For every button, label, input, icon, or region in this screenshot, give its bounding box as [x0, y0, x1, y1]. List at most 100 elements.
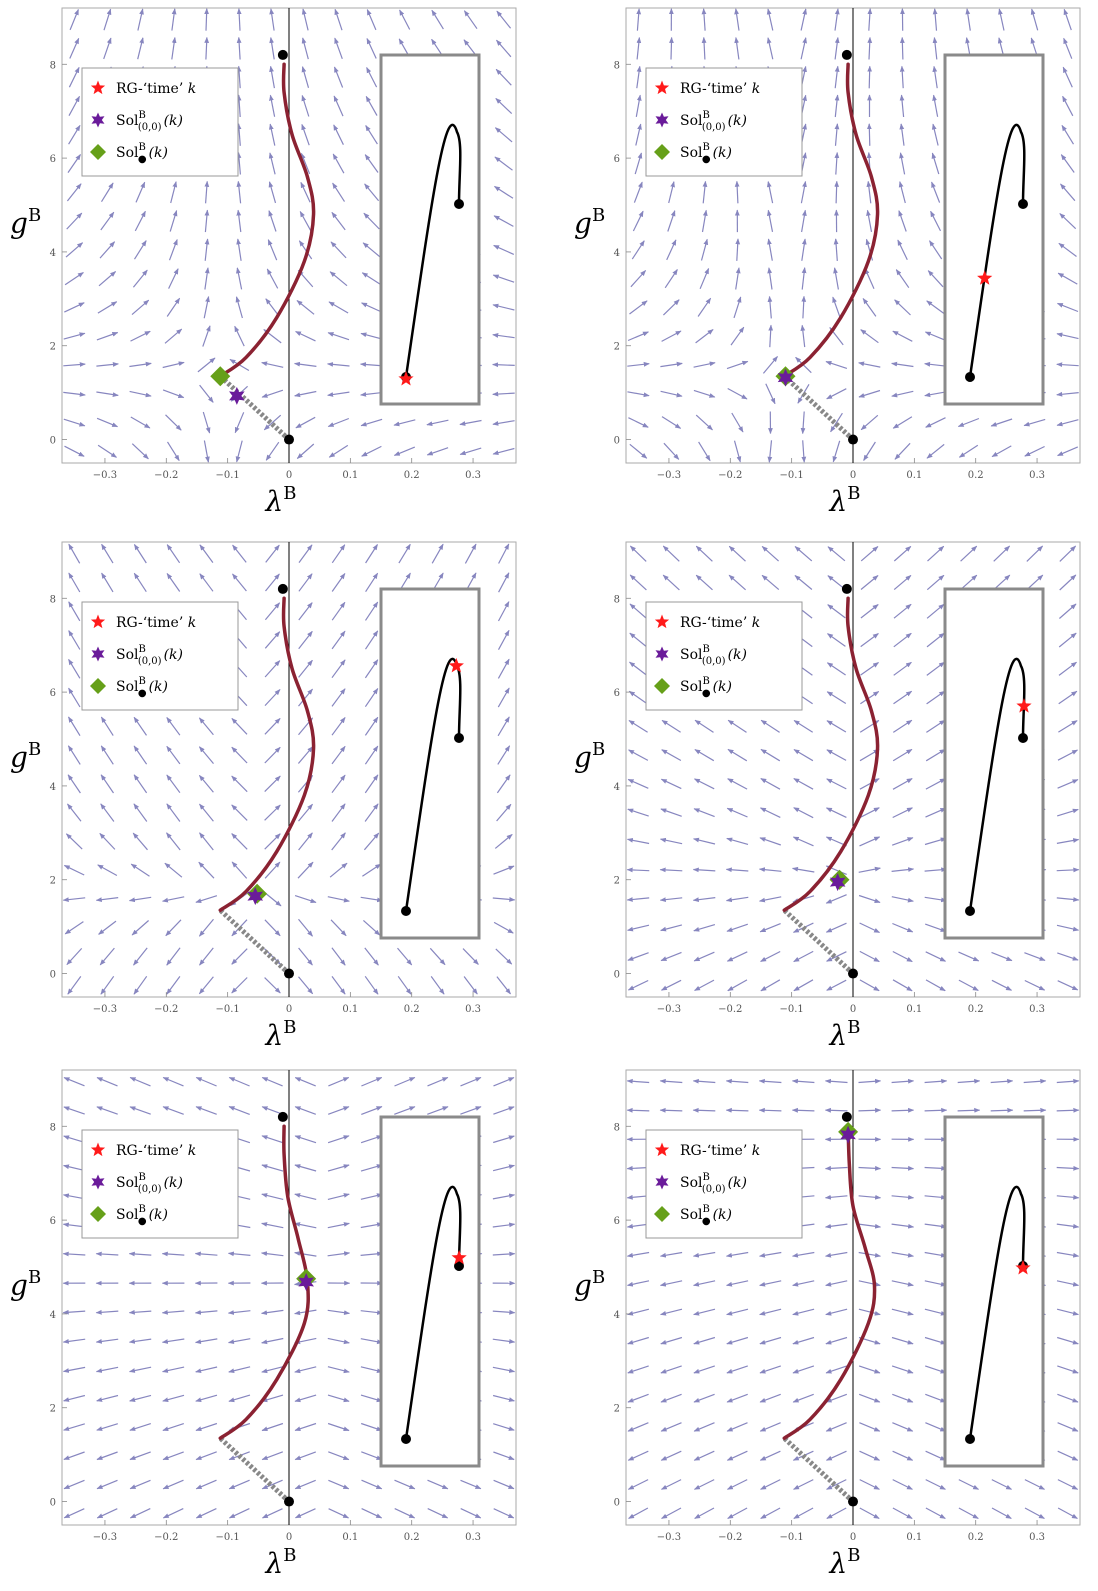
stream-arrow — [361, 1106, 383, 1115]
stream-arrow — [327, 1337, 350, 1345]
stream-arrow — [858, 1393, 881, 1403]
x-tick-label: 0.1 — [906, 1532, 922, 1543]
stream-arrow — [331, 211, 346, 231]
stream-arrow — [360, 1222, 383, 1229]
stream-arrow — [760, 1507, 781, 1520]
stream-arrow — [199, 384, 214, 403]
stream-arrow — [97, 864, 118, 877]
legend-label-1: RG-‘time’ k — [680, 81, 760, 97]
y-tick-label: 4 — [614, 1310, 620, 1321]
x-tick-label: −0.2 — [154, 1532, 178, 1543]
stream-arrow — [792, 1280, 815, 1287]
stream-arrow — [759, 1280, 782, 1287]
stream-arrow — [627, 1422, 649, 1432]
stream-arrow — [800, 180, 807, 204]
stream-arrow — [931, 152, 940, 175]
x-tick-label: −0.3 — [93, 470, 117, 481]
stream-arrow — [96, 417, 119, 428]
stream-arrow — [660, 1422, 682, 1432]
stream-arrow — [261, 1337, 284, 1345]
stream-arrow — [960, 545, 978, 562]
stream-arrow — [628, 749, 649, 761]
fixed-point — [841, 49, 852, 60]
x-tick-label: 0 — [850, 1004, 856, 1015]
stream-arrow — [495, 948, 513, 965]
stream-arrow — [825, 1223, 848, 1229]
stream-arrow — [891, 1308, 914, 1316]
stream-arrow — [660, 1308, 683, 1316]
stream-arrow — [263, 891, 282, 907]
stream-arrow — [362, 863, 382, 877]
stream-arrow — [932, 65, 938, 89]
stream-arrow — [298, 832, 313, 851]
y-tick-label: 2 — [50, 342, 56, 353]
stream-arrow — [626, 1251, 650, 1258]
stream-arrow — [366, 37, 377, 59]
stream-arrow — [695, 329, 714, 344]
x-tick-label: 0.1 — [342, 1532, 358, 1543]
stream-arrow — [826, 720, 847, 733]
stream-arrow — [1063, 37, 1073, 59]
legend-purple-star-icon — [91, 1174, 105, 1190]
sol-00-star — [829, 873, 846, 892]
stream-arrow — [792, 1336, 815, 1345]
stream-arrow — [364, 716, 379, 736]
y-tick-label: 4 — [50, 1310, 56, 1321]
stream-arrow — [195, 1479, 217, 1490]
x-tick-label: 0.2 — [968, 1004, 984, 1015]
stream-arrow — [493, 865, 515, 875]
x-tick-label: 0.1 — [906, 1004, 922, 1015]
stream-arrow — [300, 181, 311, 203]
stream-arrow — [660, 778, 682, 790]
stream-arrow — [492, 391, 515, 397]
stream-arrow — [463, 10, 478, 30]
stream-arrow — [301, 94, 310, 117]
stream-arrow — [298, 918, 313, 937]
stream-arrow — [96, 331, 119, 341]
stream-arrow — [925, 417, 946, 428]
stream-arrow — [662, 545, 680, 562]
stream-arrow — [693, 1308, 716, 1316]
stream-arrow — [327, 1222, 350, 1229]
inset-box — [943, 1115, 1045, 1468]
stream-arrow — [393, 446, 416, 456]
stream-arrow — [702, 180, 708, 204]
stream-arrow — [825, 1393, 848, 1403]
stream-arrow — [891, 1280, 914, 1287]
stream-arrow — [68, 124, 81, 145]
stream-arrow — [894, 299, 911, 316]
stream-arrow — [198, 976, 214, 995]
stream-arrow — [96, 391, 119, 397]
stream-arrow — [1023, 1078, 1047, 1084]
stream-arrow — [133, 543, 147, 564]
y-tick-label: 4 — [614, 248, 620, 259]
stream-arrow — [360, 1338, 383, 1345]
stream-arrow — [268, 123, 276, 146]
inset-box — [379, 587, 481, 940]
stream-arrow — [925, 807, 947, 818]
stream-arrow — [63, 1451, 85, 1460]
stream-arrow — [492, 1222, 516, 1228]
stream-arrow — [63, 864, 85, 876]
y-tick-label: 0 — [614, 970, 620, 981]
stream-arrow — [295, 330, 316, 342]
stream-arrow — [264, 804, 281, 821]
x-tick-label: −0.3 — [657, 470, 681, 481]
stream-arrow — [926, 300, 945, 315]
stream-arrow — [659, 1280, 683, 1287]
stream-arrow — [327, 1135, 350, 1144]
stream-arrow — [493, 1451, 515, 1461]
stream-arrow — [66, 183, 82, 202]
stream-arrow — [294, 1193, 317, 1200]
stream-arrow — [858, 1308, 881, 1316]
x-tick-label: 0.3 — [465, 470, 481, 481]
stream-arrow — [958, 444, 979, 458]
stream-arrow — [1057, 1336, 1079, 1345]
stream-arrow — [1058, 661, 1077, 676]
stream-arrow — [62, 1309, 86, 1315]
stream-arrow — [365, 543, 379, 564]
x-tick-label: −0.1 — [216, 1004, 240, 1015]
panel-middle-right: −0.3 −0.2 −0.1 0 0.1 0.2 0.3 0 2 4 6 8 λB gB RG-‘time’… — [574, 541, 1081, 1052]
x-tick-label: −0.1 — [780, 1004, 804, 1015]
stream-arrow — [199, 832, 214, 851]
